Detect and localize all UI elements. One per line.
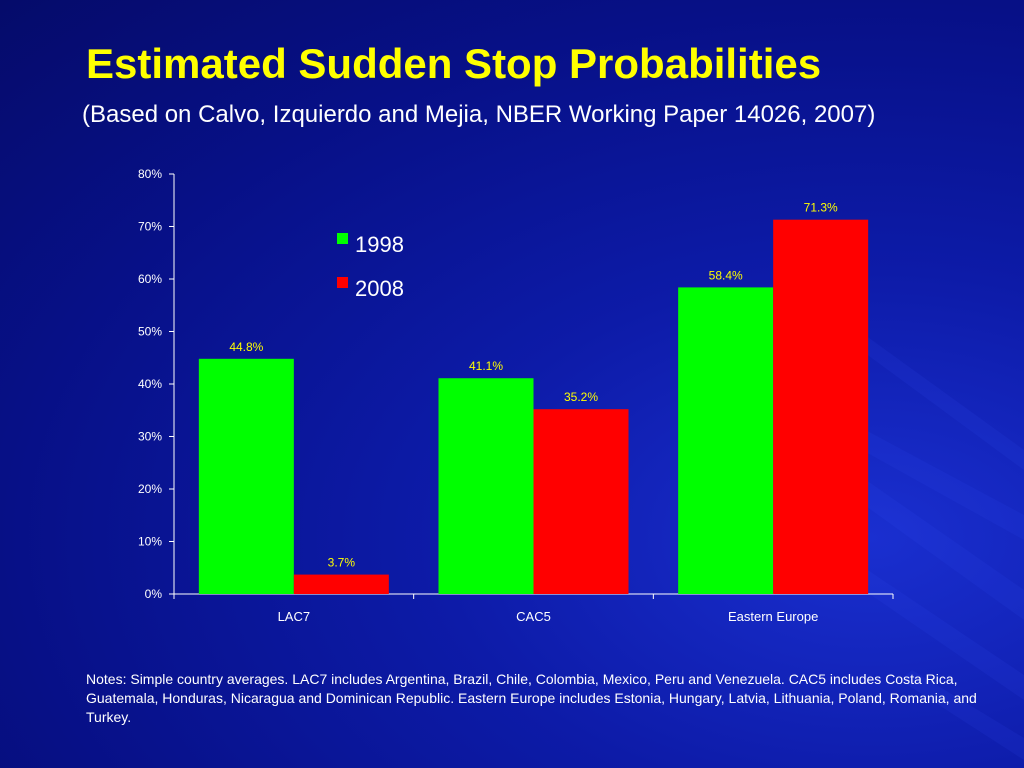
x-tick-label: CAC5: [516, 609, 551, 624]
y-tick-label: 0%: [145, 587, 163, 601]
legend-label: 1998: [355, 232, 404, 257]
data-label: 3.7%: [328, 556, 356, 570]
bar: [198, 358, 294, 594]
y-tick-label: 30%: [138, 430, 162, 444]
page-title: Estimated Sudden Stop Probabilities: [86, 40, 822, 87]
chart-data-labels: 44.8% 3.7% 41.1% 35.2% 58.4% 71.3%: [229, 201, 838, 570]
y-tick-label: 60%: [138, 272, 162, 286]
data-label: 41.1%: [469, 359, 503, 373]
page-subtitle: (Based on Calvo, Izquierdo and Mejia, NB…: [82, 101, 876, 128]
y-tick-label: 40%: [138, 377, 162, 391]
chart-notes: Notes: Simple country averages. LAC7 inc…: [86, 671, 977, 725]
y-tick-label: 10%: [138, 535, 162, 549]
x-tick-label: Eastern Europe: [728, 609, 818, 624]
bar: [533, 409, 629, 594]
data-label: 58.4%: [709, 268, 743, 282]
chart-legend: 1998 2008: [337, 232, 404, 301]
legend-swatch: [337, 277, 348, 288]
legend-swatch: [337, 233, 348, 244]
y-tick-label: 80%: [138, 167, 162, 181]
bar-chart: 0% 10% 20% 30% 40% 50% 60% 70% 80% LAC7 CAC5 Easter…: [138, 167, 869, 624]
bar: [438, 378, 534, 594]
bar: [773, 219, 869, 595]
chart-bars: [198, 219, 869, 595]
y-tick-label: 20%: [138, 482, 162, 496]
bar: [293, 574, 389, 594]
y-tick-label: 70%: [138, 220, 162, 234]
bar: [678, 287, 774, 594]
data-label: 71.3%: [804, 201, 838, 215]
data-label: 44.8%: [229, 340, 263, 354]
data-label: 35.2%: [564, 390, 598, 404]
legend-label: 2008: [355, 276, 404, 301]
y-tick-label: 50%: [138, 325, 162, 339]
x-tick-label: LAC7: [278, 609, 311, 624]
